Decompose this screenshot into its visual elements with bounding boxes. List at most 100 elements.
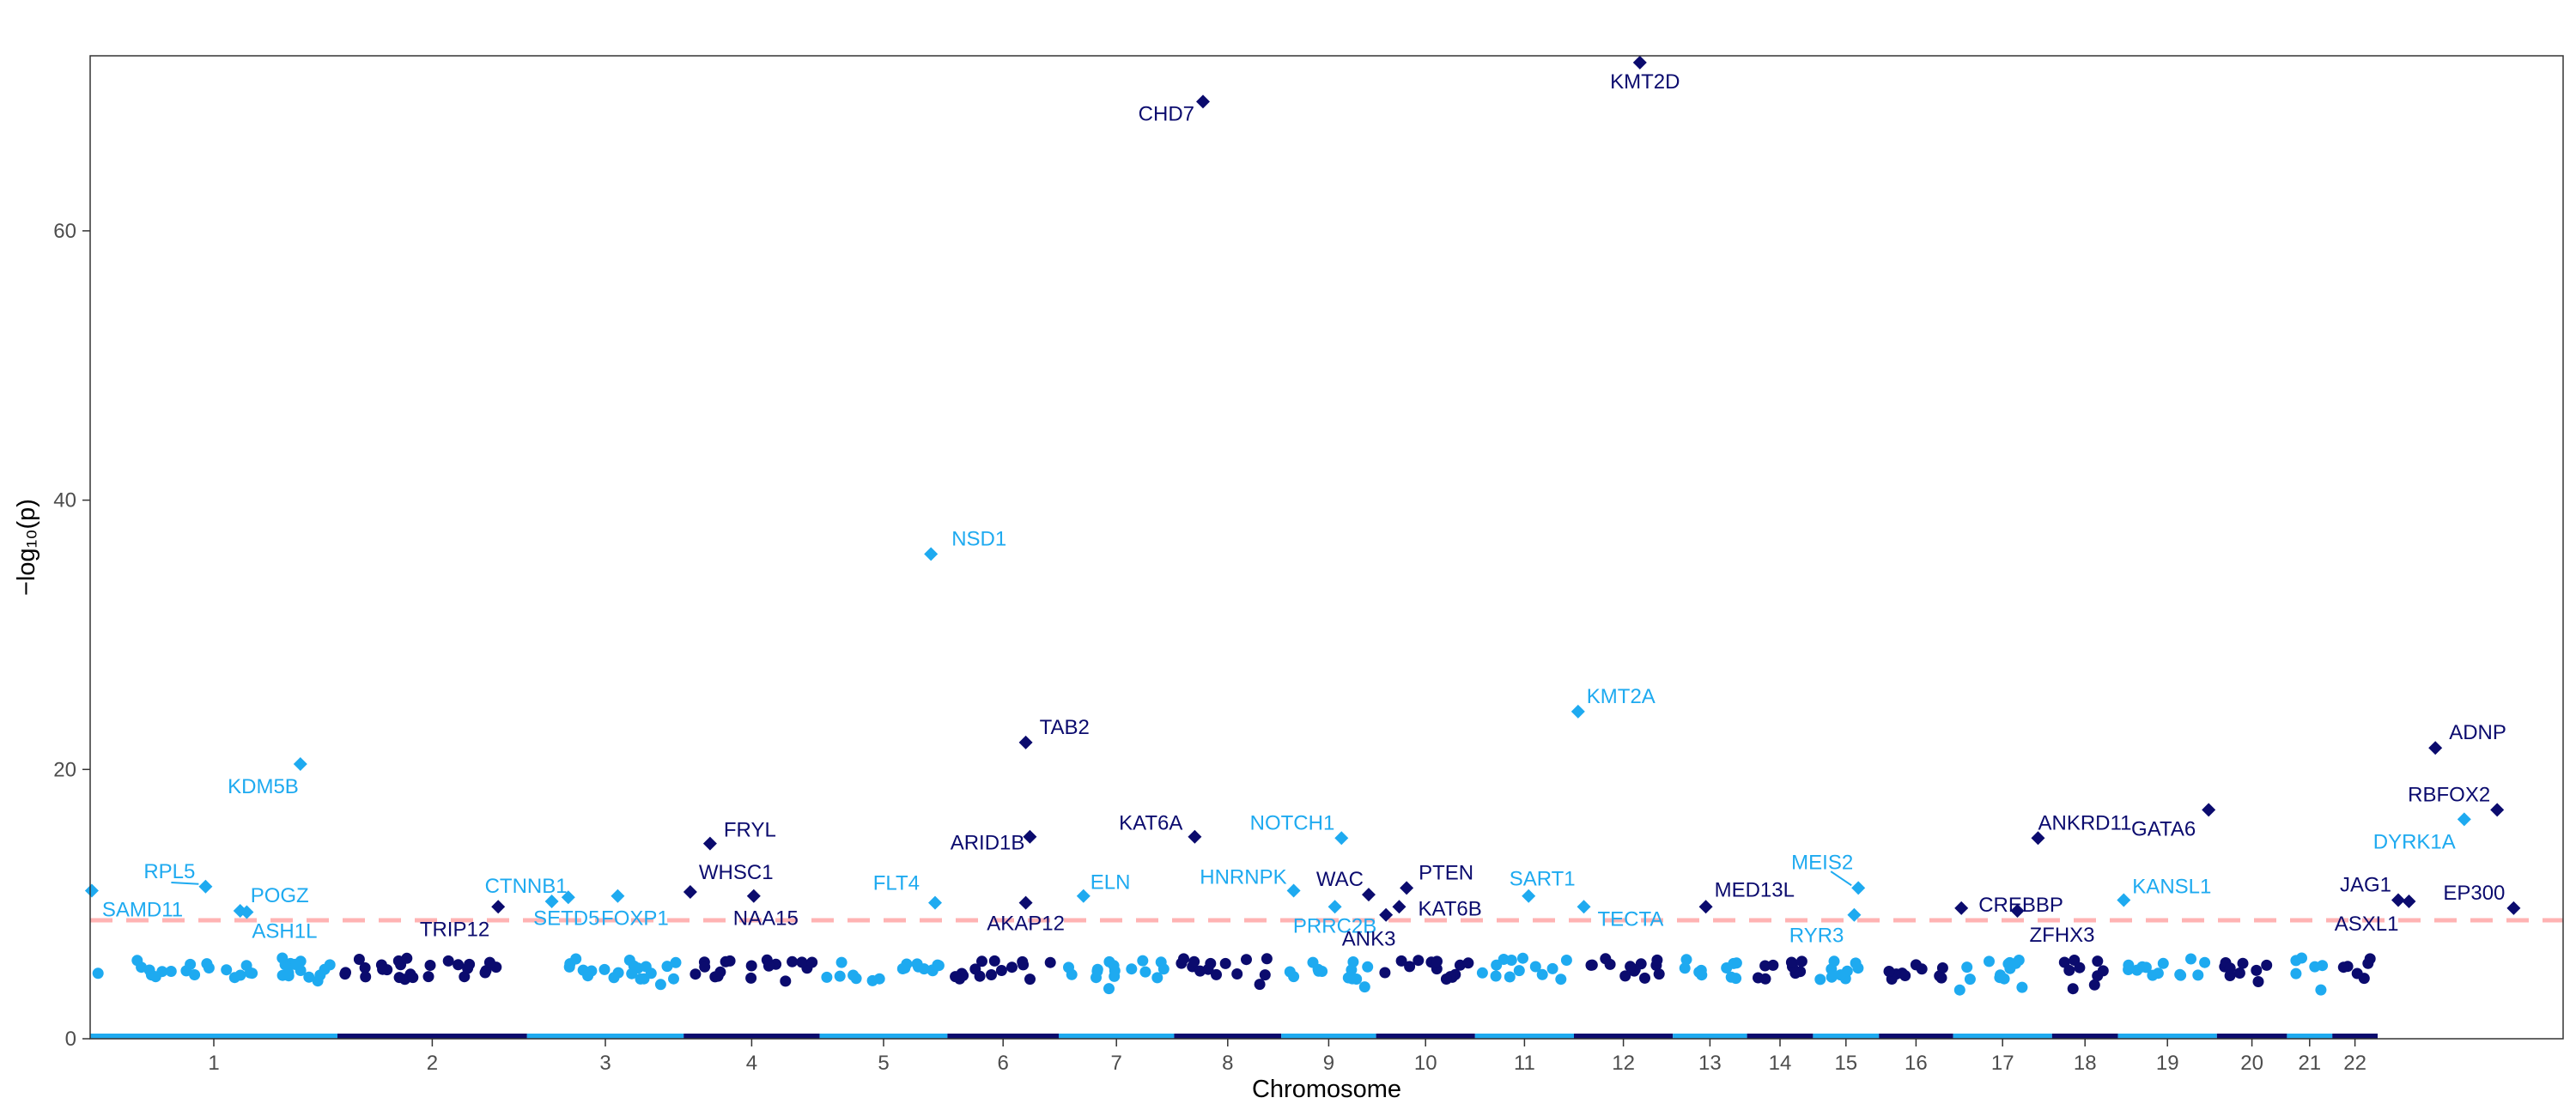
chromosome-segment-17 [1953, 1034, 2052, 1039]
gene-point-kdm5b [293, 757, 307, 772]
gene-point-kmt2a [1571, 704, 1585, 719]
background-point [453, 959, 465, 971]
gene-point-nsd1 [924, 547, 939, 561]
background-point [640, 961, 652, 973]
gene-label-samd11: SAMD11 [102, 899, 183, 922]
background-point [714, 966, 726, 978]
background-point [866, 974, 878, 986]
background-point [2157, 957, 2169, 969]
background-point [1126, 963, 1138, 975]
background-point [2088, 979, 2100, 991]
chromosome-segment-1 [90, 1034, 337, 1039]
x-tick-label: 13 [1698, 1052, 1722, 1075]
background-point [1103, 955, 1115, 967]
gene-label-gata6: GATA6 [2131, 817, 2196, 840]
background-point [1307, 956, 1319, 968]
gene-label-ankrd11: ANKRD11 [2038, 811, 2132, 834]
background-point [1680, 954, 1692, 966]
gene-label-trip12: TRIP12 [420, 918, 489, 941]
gene-point-akap12 [1018, 895, 1033, 910]
background-point [699, 961, 711, 973]
background-point [2317, 960, 2329, 972]
background-point [896, 963, 908, 974]
background-point [762, 960, 775, 972]
background-point [2010, 957, 2022, 969]
gene-label-eln: ELN [1091, 871, 1131, 895]
background-point [2315, 984, 2327, 996]
chromosome-segment-9 [1281, 1034, 1376, 1039]
gene-label-rbfox2: RBFOX2 [2408, 783, 2490, 806]
chromosome-segment-11 [1474, 1034, 1574, 1039]
background-point [2123, 964, 2135, 975]
gene-label-whsc1: WHSC1 [699, 861, 774, 884]
background-point [422, 971, 434, 983]
y-axis: 0 20 40 60 [53, 220, 90, 1051]
leader-line-rpl5 [171, 881, 199, 885]
gene-point-rpl5 [198, 879, 213, 894]
background-point [1785, 956, 1797, 968]
gene-label-jag1: JAG1 [2340, 873, 2391, 896]
gene-label-med13l: MED13L [1715, 878, 1795, 901]
background-point [2016, 981, 2028, 993]
chromosome-segment-22 [2332, 1034, 2378, 1039]
background-point [570, 953, 582, 965]
background-point [668, 973, 679, 985]
gene-label-ash1l: ASH1L [252, 920, 317, 943]
gene-point-ctnnb1 [544, 895, 559, 909]
gene-point-ryr3 [1847, 907, 1862, 922]
gene-point-prrc2b [1327, 900, 1342, 914]
background-point [2237, 957, 2249, 969]
background-point [234, 969, 246, 981]
gene-label-tecta: TECTA [1598, 907, 1664, 931]
gene-label-ryr3: RYR3 [1789, 925, 1844, 948]
gene-label-kansl1: KANSL1 [2132, 875, 2211, 898]
gene-label-naa15: NAA15 [733, 907, 799, 931]
background-point [608, 972, 620, 984]
background-point [1504, 971, 1516, 983]
background-point [988, 955, 1000, 967]
background-point [1346, 964, 1358, 976]
background-point [1725, 971, 1737, 983]
background-point [1517, 952, 1528, 964]
background-point [1044, 956, 1056, 968]
x-tick-label: 15 [1834, 1052, 1857, 1075]
chromosome-segment-21 [2287, 1034, 2333, 1039]
gene-label-arid1b: ARID1B [951, 832, 1025, 855]
background-point [623, 955, 635, 966]
gene-point-arid1b [1023, 829, 1037, 844]
background-point [745, 960, 757, 972]
background-point [635, 973, 647, 985]
gene-label-rpl5: RPL5 [143, 860, 195, 883]
background-point [1653, 968, 1665, 980]
background-point [670, 956, 682, 968]
gene-point-crebbp [1954, 901, 1969, 915]
gene-point-chd7 [1196, 94, 1210, 109]
gene-label-akap12: AKAP12 [987, 913, 1065, 936]
gene-point-sart1 [1522, 889, 1536, 903]
background-point [1513, 965, 1525, 977]
x-axis: 1 2 3 4 5 6 7 8 9 10 11 12 13 14 15 16 17 18 19 20 21 22 [208, 1039, 2366, 1075]
gene-point-kansl1 [2117, 893, 2131, 907]
gene-label-ctnnb1: CTNNB1 [485, 875, 568, 898]
background-point [1109, 965, 1121, 977]
x-tick-label: 20 [2240, 1052, 2263, 1075]
x-tick-label: 7 [1111, 1052, 1122, 1075]
gene-labels: SAMD11 RPL5 POGZ ASH1L KDM5B TRIP12 CTNNB1 SETD… [102, 70, 2506, 951]
chromosome-segment-18 [2051, 1034, 2118, 1039]
background-point [2199, 956, 2211, 968]
background-point [1795, 955, 1807, 967]
gene-point-tab2 [1018, 735, 1033, 749]
x-tick-label: 9 [1323, 1052, 1334, 1075]
background-point [92, 967, 104, 980]
chromosome-bar [90, 1034, 2378, 1039]
gene-point-kmt2d [1632, 55, 1647, 70]
gene-point-fryl [702, 836, 717, 851]
background-point [1157, 963, 1170, 975]
background-point [2174, 968, 2186, 980]
x-tick-label: 4 [746, 1052, 757, 1075]
gene-point-dyrk1a [2457, 812, 2471, 827]
x-tick-label: 22 [2343, 1052, 2366, 1075]
background-point [1024, 973, 1036, 986]
